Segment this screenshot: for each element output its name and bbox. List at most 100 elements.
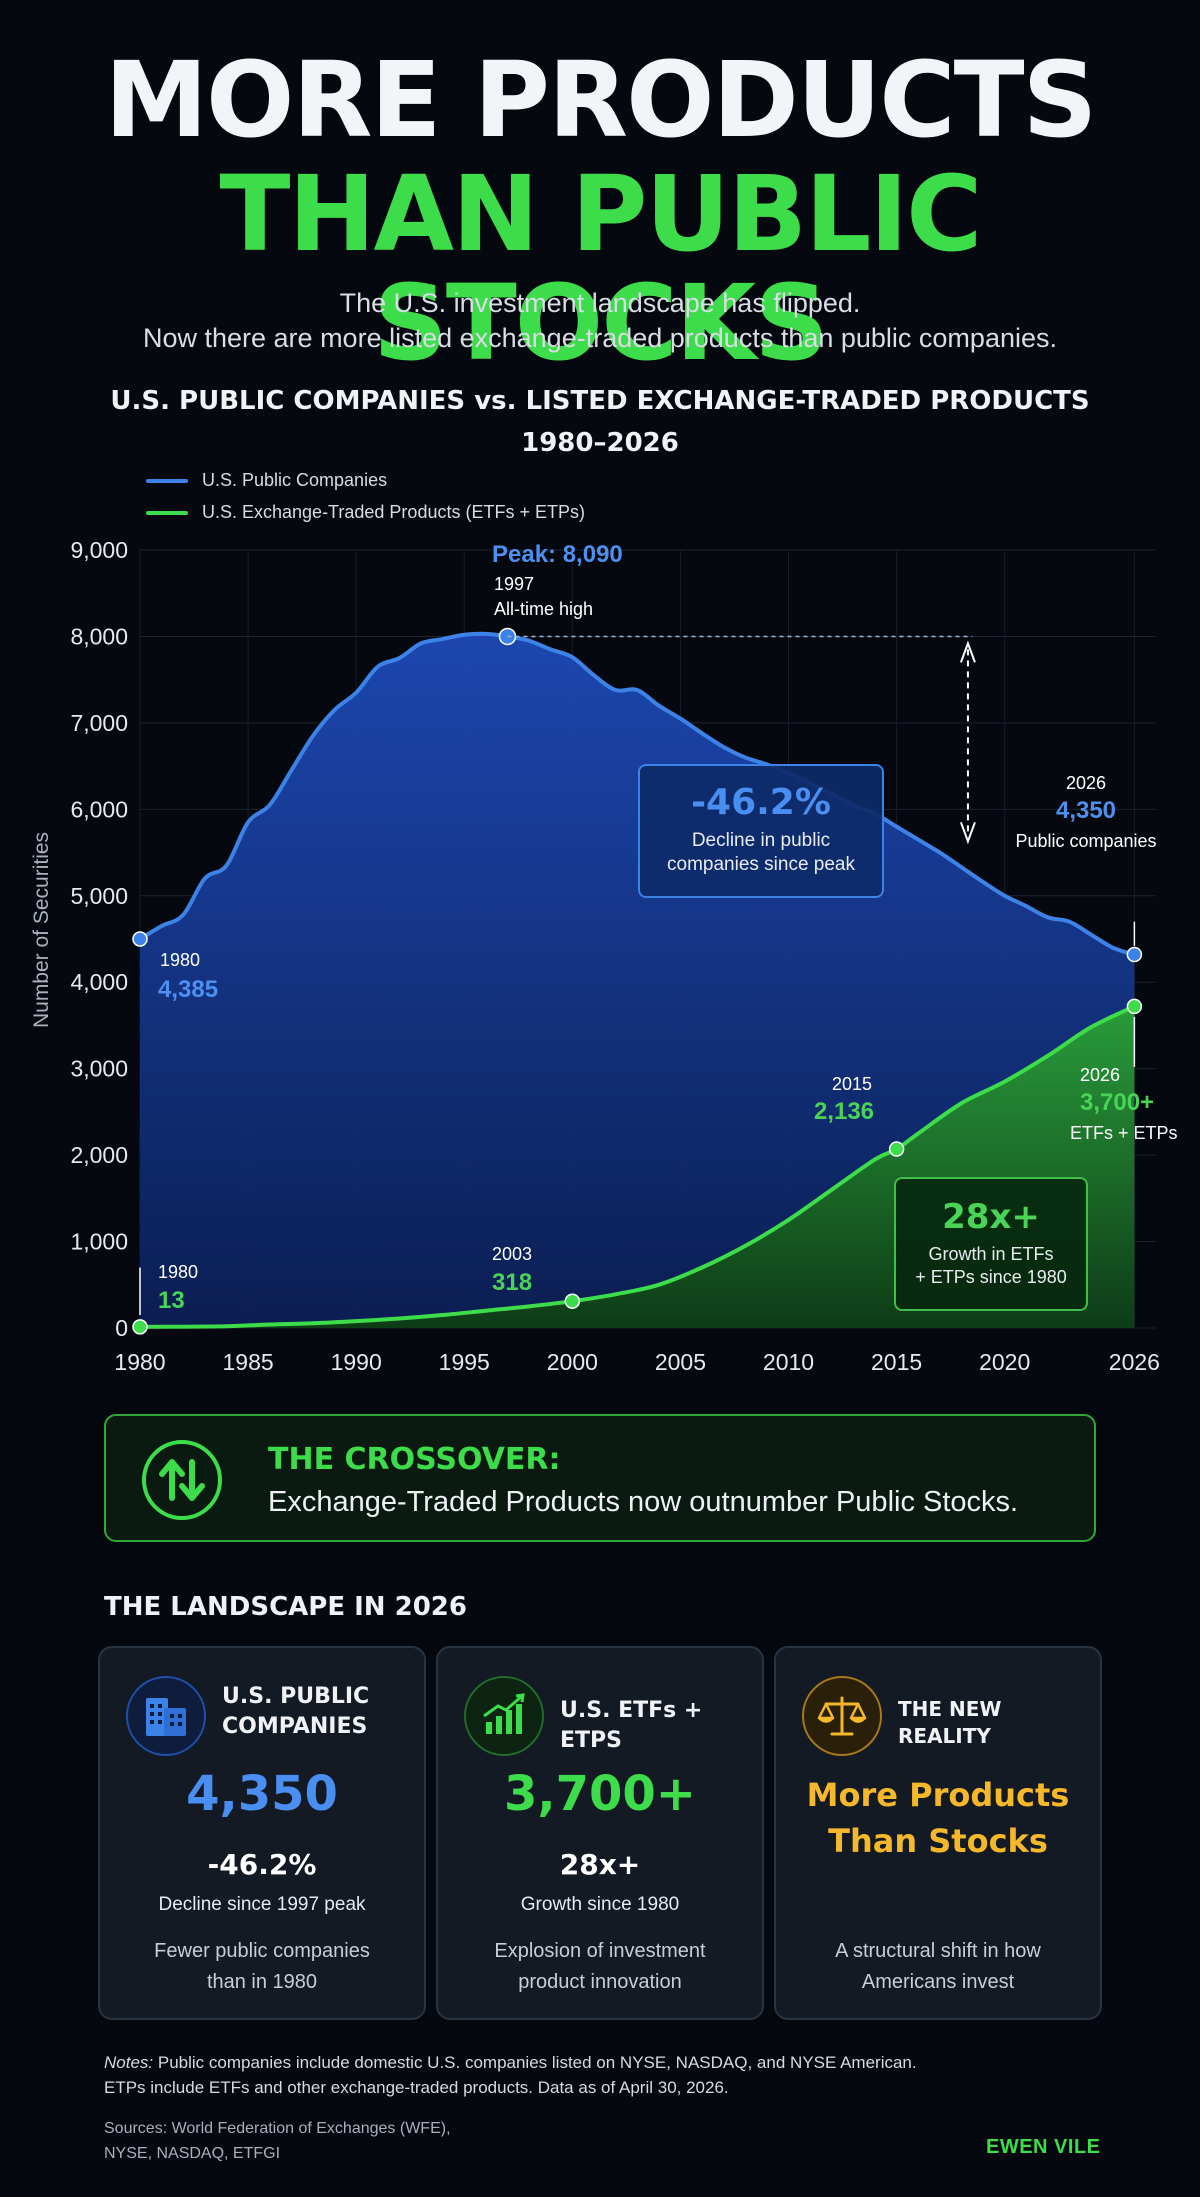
- legend-swatch-etp: [146, 510, 188, 515]
- x-tick-label: 2015: [871, 1349, 922, 1375]
- landscape-heading: THE LANDSCAPE IN 2026: [104, 1592, 467, 1622]
- x-tick-label: 2020: [979, 1349, 1030, 1375]
- scales-icon: [802, 1676, 882, 1756]
- card-headline-line1: More Products: [806, 1776, 1070, 1814]
- card-title: THE NEW REALITY: [898, 1697, 1002, 1748]
- legend-label-public: U.S. Public Companies: [202, 470, 388, 490]
- sources-line2: NYSE, NASDAQ, ETFGI: [104, 2145, 281, 2162]
- card-desc-line1: A structural shift in how: [835, 1940, 1041, 1962]
- card-desc-line2: Americans invest: [861, 1971, 1015, 1993]
- subtitle-line1: The U.S. investment landscape has flippe…: [339, 288, 861, 318]
- crossover-title: THE CROSSOVER:: [268, 1442, 561, 1477]
- peak-year: 1997: [494, 574, 534, 594]
- page-title-line2: THAN PUBLIC STOCKS: [219, 153, 983, 385]
- chart-subtitle: 1980–2026: [521, 428, 679, 458]
- decline-callout: -46.2% Decline in public companies since…: [638, 764, 884, 898]
- start-etp-year: 1980: [158, 1262, 198, 1282]
- card-stat: 28x+: [559, 1848, 641, 1881]
- x-tick-label: 1980: [114, 1349, 165, 1375]
- notes-text1: Public companies include domestic U.S. c…: [153, 2053, 917, 2072]
- chart-annotations: Peak: 8,090 1997 All-time high 1980 4,38…: [158, 541, 1178, 1314]
- y-tick-label: 5,000: [70, 883, 128, 909]
- crossover-banner: THE CROSSOVER: Exchange-Traded Products …: [104, 1414, 1096, 1542]
- etp-2015-year: 2015: [832, 1074, 872, 1094]
- peak-label: Peak: 8,090: [492, 541, 623, 568]
- etp-2015-marker: [888, 1141, 905, 1157]
- y-axis-label: Number of Securities: [30, 832, 53, 1028]
- y-tick-label: 1,000: [70, 1229, 128, 1255]
- decline-text-line2: companies since peak: [667, 853, 855, 875]
- card-etfs: U.S. ETFs + ETPS 3,700+ 28x+ Growth sinc…: [436, 1646, 764, 2020]
- page-title-line1: MORE PRODUCTS: [104, 39, 1098, 161]
- end-etp-year: 2026: [1080, 1065, 1120, 1085]
- y-tick-label: 6,000: [70, 796, 128, 822]
- card-public-companies: U.S. PUBLIC COMPANIES 4,350 -46.2% Decli…: [98, 1646, 426, 2020]
- card-stat-label: Growth since 1980: [520, 1894, 680, 1915]
- end-public-note: Public companies: [1015, 831, 1156, 851]
- etp-2003-year: 2003: [492, 1244, 532, 1264]
- x-tick-label: 2026: [1109, 1349, 1160, 1375]
- decline-arrow-head-down: [959, 821, 976, 845]
- notes-label: Notes:: [104, 2053, 154, 2072]
- line-public-companies: [138, 631, 1135, 957]
- notes-line1: Notes: Public companies include domestic…: [104, 2053, 917, 2073]
- end-etp-note: ETFs + ETPs: [1070, 1123, 1178, 1143]
- card-stat: -46.2%: [207, 1848, 317, 1881]
- y-tick-label: 9,000: [70, 537, 128, 563]
- start-public-value: 4,385: [158, 976, 218, 1003]
- up-down-arrows-icon: [142, 1440, 222, 1520]
- y-tick-label: 0: [115, 1315, 128, 1341]
- card-desc-line2: than in 1980: [206, 1971, 318, 1993]
- card-title-line1: U.S. PUBLIC: [222, 1684, 370, 1709]
- brand-label: EWEN VILE: [986, 2136, 1101, 2158]
- y-tick-label: 2,000: [70, 1142, 128, 1168]
- etp-2003-value: 318: [492, 1269, 532, 1296]
- growth-chart-icon: [464, 1676, 544, 1756]
- card-title-line2: COMPANIES: [222, 1714, 368, 1739]
- decline-text-line1: Decline in public: [691, 830, 831, 851]
- card-desc-line1: Fewer public companies: [154, 1940, 370, 1962]
- area-etp: [140, 1006, 1135, 1328]
- chart-ticks: 0 1,000 2,000 3,000 4,000 5,000 6,000 7,000 8,00…: [70, 537, 1160, 1375]
- notes-line2: ETPs include ETFs and other exchange-tra…: [104, 2078, 729, 2097]
- card-value: 3,700+: [503, 1766, 697, 1822]
- y-tick-label: 8,000: [70, 623, 128, 649]
- x-tick-label: 1985: [222, 1349, 273, 1375]
- etp-2015-value: 2,136: [814, 1098, 874, 1125]
- marker-public-companies: [132, 931, 148, 947]
- peak-note: All-time high: [494, 599, 593, 619]
- end-public-value: 4,350: [1056, 797, 1116, 824]
- etp-2003-marker: [564, 1293, 581, 1309]
- decline-arrow-head-up: [959, 640, 976, 663]
- start-public-year: 1980: [160, 950, 200, 970]
- decline-value: -46.2%: [691, 782, 831, 823]
- y-tick-label: 3,000: [70, 1056, 128, 1082]
- y-tick-label: 4,000: [70, 969, 128, 995]
- card-title: U.S. ETFs + ETPS: [560, 1698, 703, 1753]
- marker-public-companies: [1126, 946, 1143, 963]
- crossover-text: Exchange-Traded Products now outnumber P…: [268, 1486, 1019, 1518]
- chart-title: U.S. PUBLIC COMPANIES vs. LISTED EXCHANG…: [110, 386, 1090, 416]
- end-etp-value: 3,700+: [1080, 1089, 1154, 1116]
- line-etp: [139, 1004, 1136, 1329]
- legend-label-etp: U.S. Exchange-Traded Products (ETFs + ET…: [202, 502, 585, 522]
- card-desc-line1: Explosion of investment: [494, 1940, 706, 1962]
- growth-text-line2: + ETPs since 1980: [915, 1267, 1067, 1288]
- y-tick-label: 7,000: [70, 710, 128, 736]
- x-tick-label: 2005: [655, 1349, 706, 1375]
- card-value: 4,350: [186, 1766, 338, 1822]
- legend-swatch-public: [146, 478, 188, 483]
- x-tick-label: 1990: [331, 1349, 382, 1375]
- card-desc-line2: product innovation: [518, 1971, 682, 1993]
- end-public-year: 2026: [1066, 773, 1106, 793]
- growth-text-line1: Growth in ETFs: [928, 1244, 1054, 1264]
- x-tick-label: 2010: [763, 1349, 814, 1375]
- subtitle-line2: Now there are more listed exchange-trade…: [142, 323, 1057, 353]
- card-stat-label: Decline since 1997 peak: [158, 1894, 366, 1915]
- chart-series: [132, 627, 1143, 1335]
- x-tick-label: 1995: [439, 1349, 490, 1375]
- start-etp-value: 13: [158, 1287, 185, 1314]
- growth-callout: 28x+ Growth in ETFs + ETPs since 1980: [894, 1177, 1088, 1311]
- card-headline-line2: Than Stocks: [828, 1822, 1048, 1860]
- x-tick-label: 2000: [547, 1349, 598, 1375]
